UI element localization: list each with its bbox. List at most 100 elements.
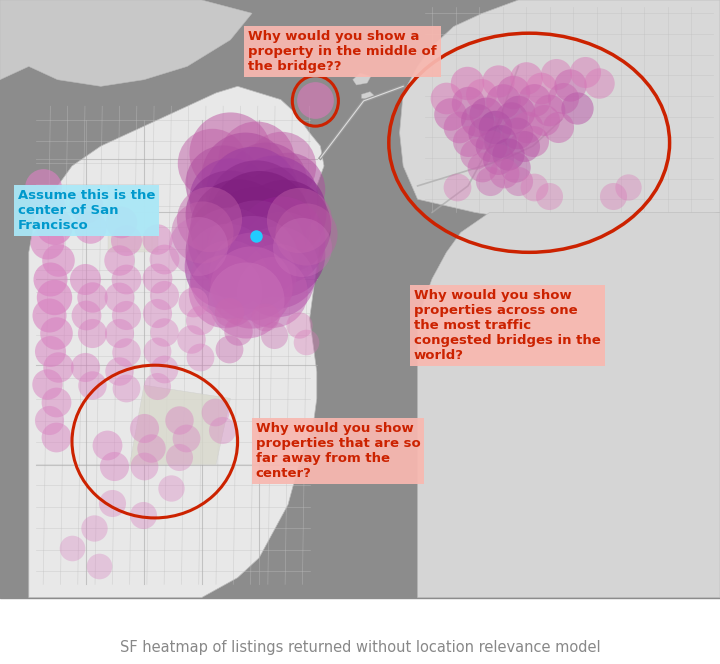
Point <box>250 244 261 254</box>
Point <box>266 287 278 297</box>
Point <box>498 167 510 178</box>
Point <box>268 330 279 341</box>
Point <box>564 80 576 90</box>
Point <box>441 93 452 104</box>
Point <box>579 66 590 77</box>
Point <box>505 113 517 124</box>
Point <box>45 274 56 284</box>
Point <box>48 292 60 303</box>
Point <box>528 94 540 105</box>
Point <box>120 347 132 357</box>
Point <box>219 286 230 296</box>
Point <box>158 327 170 337</box>
Point <box>203 214 215 224</box>
Point <box>492 154 504 165</box>
Point <box>138 461 150 471</box>
Point <box>209 406 220 417</box>
Point <box>300 228 312 239</box>
Point <box>622 182 634 193</box>
Point <box>593 78 605 88</box>
Point <box>275 235 287 246</box>
Point <box>543 191 554 201</box>
Point <box>462 135 474 146</box>
Point <box>509 162 521 173</box>
Point <box>300 337 312 347</box>
Point <box>207 157 218 168</box>
Point <box>225 147 236 158</box>
Polygon shape <box>361 92 374 100</box>
Text: SF heatmap of listings returned without location relevance model: SF heatmap of listings returned without … <box>120 640 600 655</box>
Point <box>115 217 127 228</box>
Polygon shape <box>108 186 158 252</box>
Point <box>492 76 504 86</box>
Point <box>271 262 283 272</box>
Point <box>86 292 98 303</box>
Point <box>43 414 55 425</box>
Polygon shape <box>353 73 371 85</box>
Point <box>52 361 63 372</box>
Point <box>101 440 112 450</box>
Point <box>282 184 294 195</box>
Point <box>268 194 279 205</box>
Point <box>495 135 506 146</box>
Point <box>246 257 258 268</box>
Polygon shape <box>418 212 720 598</box>
Point <box>158 290 170 301</box>
Point <box>79 274 91 284</box>
Point <box>293 320 305 331</box>
Point <box>173 452 184 462</box>
Polygon shape <box>400 0 720 226</box>
Point <box>475 89 487 100</box>
Point <box>477 162 488 173</box>
Point <box>536 82 547 93</box>
Point <box>250 230 261 241</box>
Polygon shape <box>0 0 252 86</box>
Point <box>528 182 540 193</box>
Point <box>187 297 199 307</box>
Point <box>259 312 271 323</box>
Point <box>106 498 117 509</box>
Point <box>310 94 321 105</box>
Point <box>232 222 243 232</box>
Point <box>81 310 92 321</box>
Point <box>451 182 463 193</box>
Point <box>552 122 564 133</box>
Point <box>151 381 163 392</box>
Point <box>217 177 229 188</box>
Point <box>185 333 197 344</box>
Point <box>225 194 236 205</box>
Point <box>113 292 125 303</box>
Text: Why would you show a
property in the middle of
the bridge??: Why would you show a property in the mid… <box>248 30 437 73</box>
Point <box>196 227 207 238</box>
Point <box>81 201 92 211</box>
Point <box>543 104 554 115</box>
Point <box>120 310 132 321</box>
Point <box>45 345 56 356</box>
Point <box>120 274 132 284</box>
Point <box>79 361 91 372</box>
Point <box>511 127 523 138</box>
Point <box>550 69 562 80</box>
Point <box>166 483 177 493</box>
Point <box>50 396 62 407</box>
Point <box>518 141 530 151</box>
Point <box>86 380 98 390</box>
Point <box>293 215 305 226</box>
Polygon shape <box>130 385 230 465</box>
Point <box>478 127 490 138</box>
Point <box>271 275 283 286</box>
Point <box>538 114 549 125</box>
Point <box>520 73 531 84</box>
Point <box>527 135 539 146</box>
Point <box>225 247 236 258</box>
Point <box>50 432 62 442</box>
Point <box>490 122 501 133</box>
Point <box>502 149 513 159</box>
Point <box>43 310 55 321</box>
Point <box>180 433 192 444</box>
Point <box>41 378 53 389</box>
Point <box>497 96 508 106</box>
Point <box>469 149 481 159</box>
Point <box>137 509 148 520</box>
Point <box>275 207 287 218</box>
